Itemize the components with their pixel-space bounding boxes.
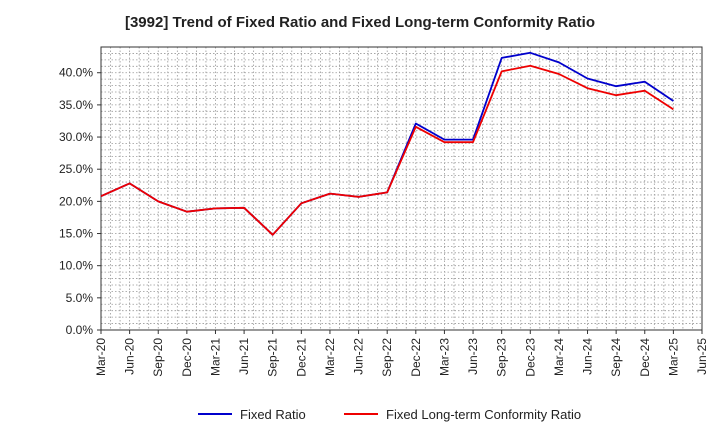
x-tick-label: Mar-23 [437,338,451,376]
x-tick-label: Dec-22 [409,338,423,377]
x-tick-label: Mar-21 [208,338,222,376]
x-tick-label: Jun-22 [352,338,366,375]
x-tick-label: Mar-20 [94,338,108,376]
y-tick-label: 20.0% [59,194,93,208]
x-tick-label: Mar-24 [552,338,566,376]
y-tick-label: 25.0% [59,162,93,176]
chart-title: [3992] Trend of Fixed Ratio and Fixed Lo… [124,14,596,31]
legend: Fixed Ratio Fixed Long-term Conformity Ra… [198,407,581,422]
x-tick-label: Dec-24 [638,338,652,377]
x-tick-label: Sep-22 [380,338,394,377]
x-tick-label: Sep-20 [151,338,165,377]
legend-label: Fixed Long-term Conformity Ratio [386,407,581,422]
x-tick-label: Mar-25 [666,338,680,376]
x-tick-label: Jun-20 [123,338,137,375]
series-line-fixed-long-term-conformity-ratio [100,64,674,236]
y-tick-label: 0.0% [66,323,94,337]
axes: 0.0% 5.0% 10.0% 15.0% 20.0% 25.0% 30.0% 35.0% 40… [59,46,709,377]
x-tick-label: Dec-23 [523,338,537,377]
x-tick-label: Jun-23 [466,338,480,375]
y-tick-label: 40.0% [59,66,93,80]
y-tick-label: 15.0% [59,227,93,241]
x-tick-label: Jun-21 [237,338,251,375]
x-tick-label: Mar-22 [323,338,337,376]
x-tick-label: Jun-24 [581,338,595,375]
legend-label: Fixed Ratio [240,407,306,422]
plot-area-border [100,46,703,331]
y-tick-label: 10.0% [59,259,93,273]
y-tick-label: 30.0% [59,130,93,144]
gridlines [100,46,703,331]
x-tick-label: Sep-21 [266,338,280,377]
x-tick-label: Dec-20 [180,338,194,377]
x-tick-label: Dec-21 [294,338,308,377]
y-tick-label: 35.0% [59,98,93,112]
x-tick-label: Jun-25 [695,338,709,375]
y-tick-label: 5.0% [66,291,94,305]
series-lines [100,51,674,236]
x-tick-label: Sep-23 [495,338,509,377]
x-tick-label: Sep-24 [609,338,623,377]
